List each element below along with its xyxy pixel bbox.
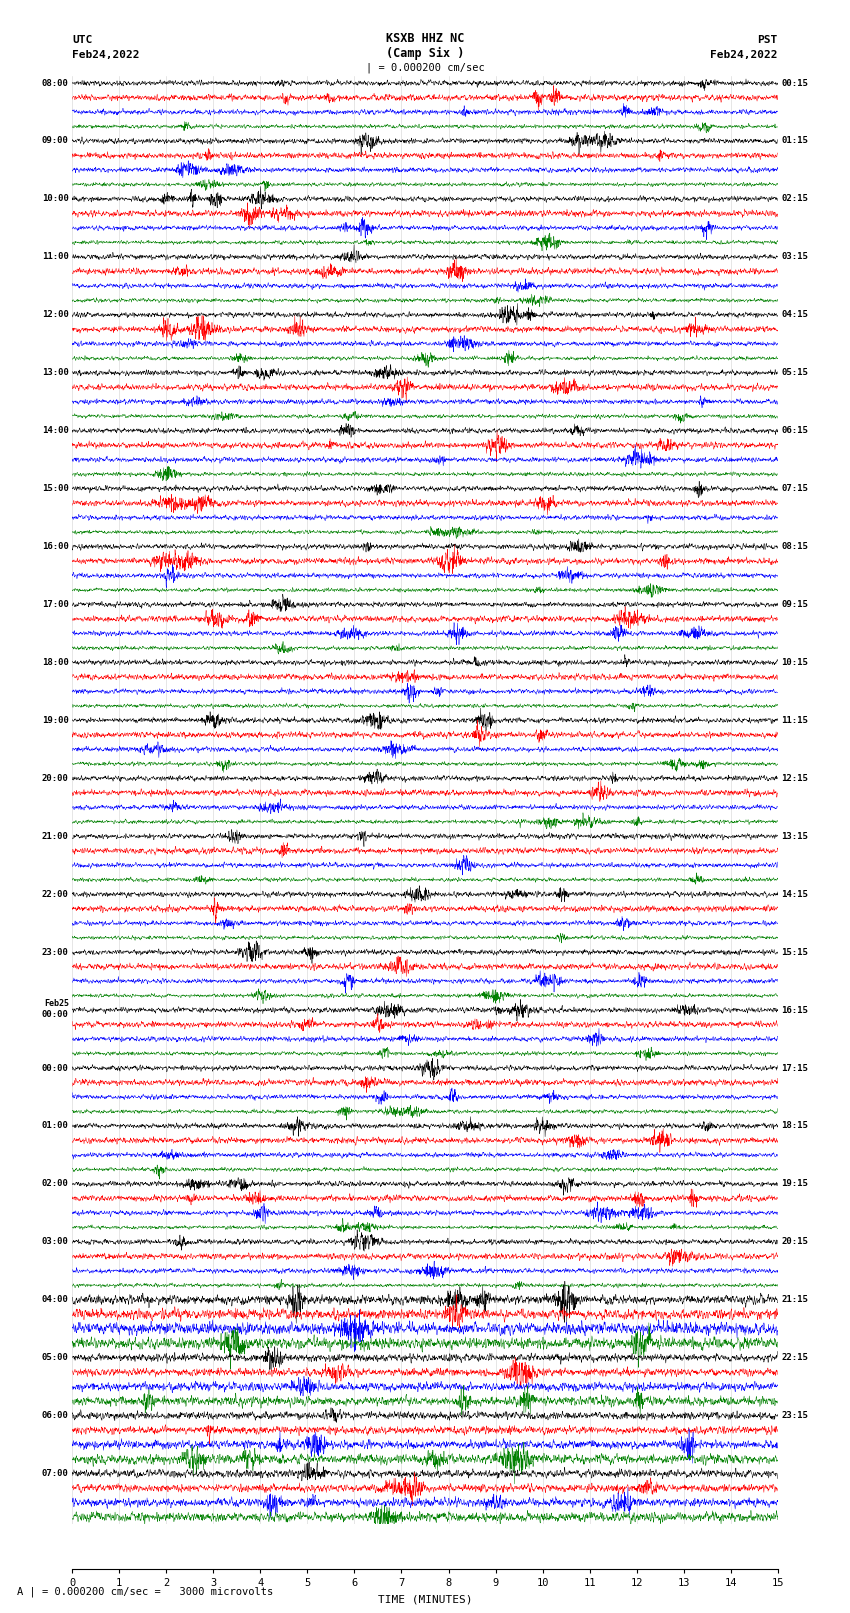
Text: 16:00: 16:00 [42, 542, 69, 552]
Text: 10:00: 10:00 [42, 195, 69, 203]
Text: 03:15: 03:15 [781, 252, 808, 261]
Text: 08:00: 08:00 [42, 79, 69, 87]
Text: 01:00: 01:00 [42, 1121, 69, 1131]
Text: KSXB HHZ NC: KSXB HHZ NC [386, 32, 464, 45]
Text: UTC: UTC [72, 35, 93, 45]
Text: 17:15: 17:15 [781, 1063, 808, 1073]
Text: 04:00: 04:00 [42, 1295, 69, 1305]
Text: 15:00: 15:00 [42, 484, 69, 494]
Text: 17:00: 17:00 [42, 600, 69, 610]
Text: 14:00: 14:00 [42, 426, 69, 436]
Text: 01:15: 01:15 [781, 137, 808, 145]
Text: 11:15: 11:15 [781, 716, 808, 724]
Text: 15:15: 15:15 [781, 948, 808, 957]
Text: 06:00: 06:00 [42, 1411, 69, 1419]
Text: 16:15: 16:15 [781, 1005, 808, 1015]
Text: 10:15: 10:15 [781, 658, 808, 666]
Text: 03:00: 03:00 [42, 1237, 69, 1247]
Text: Feb24,2022: Feb24,2022 [72, 50, 139, 60]
Text: 00:15: 00:15 [781, 79, 808, 87]
Text: 09:15: 09:15 [781, 600, 808, 610]
Text: 12:00: 12:00 [42, 310, 69, 319]
Text: 09:00: 09:00 [42, 137, 69, 145]
Text: 06:15: 06:15 [781, 426, 808, 436]
Text: Feb25: Feb25 [44, 998, 69, 1008]
Text: 05:00: 05:00 [42, 1353, 69, 1363]
Text: (Camp Six ): (Camp Six ) [386, 47, 464, 60]
Text: 12:15: 12:15 [781, 774, 808, 782]
Text: Feb24,2022: Feb24,2022 [711, 50, 778, 60]
Text: 19:15: 19:15 [781, 1179, 808, 1189]
Text: 08:15: 08:15 [781, 542, 808, 552]
Text: A | = 0.000200 cm/sec =   3000 microvolts: A | = 0.000200 cm/sec = 3000 microvolts [17, 1587, 273, 1597]
Text: 07:15: 07:15 [781, 484, 808, 494]
Text: 14:15: 14:15 [781, 890, 808, 898]
Text: 13:15: 13:15 [781, 832, 808, 840]
Text: 13:00: 13:00 [42, 368, 69, 377]
Text: 20:00: 20:00 [42, 774, 69, 782]
Text: 19:00: 19:00 [42, 716, 69, 724]
Text: 05:15: 05:15 [781, 368, 808, 377]
Text: 22:00: 22:00 [42, 890, 69, 898]
Text: 18:00: 18:00 [42, 658, 69, 666]
Text: 04:15: 04:15 [781, 310, 808, 319]
Text: 02:15: 02:15 [781, 195, 808, 203]
Text: 22:15: 22:15 [781, 1353, 808, 1363]
Text: 00:00: 00:00 [42, 1010, 69, 1019]
Text: 23:15: 23:15 [781, 1411, 808, 1419]
Text: 11:00: 11:00 [42, 252, 69, 261]
Text: PST: PST [757, 35, 778, 45]
Text: 07:00: 07:00 [42, 1469, 69, 1478]
Text: 20:15: 20:15 [781, 1237, 808, 1247]
Text: 21:00: 21:00 [42, 832, 69, 840]
Text: 21:15: 21:15 [781, 1295, 808, 1305]
Text: 02:00: 02:00 [42, 1179, 69, 1189]
Text: 18:15: 18:15 [781, 1121, 808, 1131]
Text: 23:00: 23:00 [42, 948, 69, 957]
X-axis label: TIME (MINUTES): TIME (MINUTES) [377, 1594, 473, 1603]
Text: | = 0.000200 cm/sec: | = 0.000200 cm/sec [366, 63, 484, 73]
Text: 00:00: 00:00 [42, 1063, 69, 1073]
